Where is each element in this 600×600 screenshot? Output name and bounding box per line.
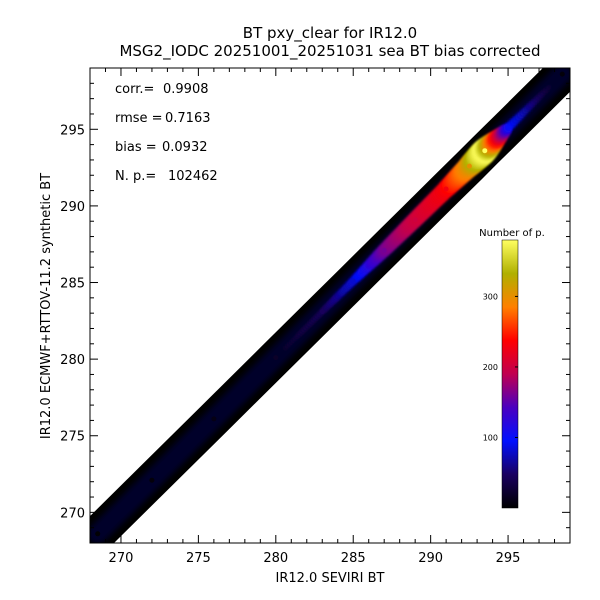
- y-tick-label: 295: [60, 123, 85, 138]
- colorbar-title: Number of p.: [479, 228, 545, 239]
- colorbar: Number of p. 100 200 300: [479, 228, 545, 509]
- y-tick-label: 285: [60, 277, 85, 292]
- stat-corr-label: corr.=: [115, 82, 154, 97]
- stat-corr-value: 0.9908: [163, 82, 209, 97]
- data-point: [381, 247, 387, 253]
- colorbar-ticks: 100 200 300: [483, 292, 518, 442]
- x-axis-label: IR12.0 SEVIRI BT: [276, 571, 385, 586]
- stat-rmse-value: 0.7163: [165, 111, 211, 126]
- stat-np-value: 102462: [168, 169, 218, 184]
- data-point: [559, 71, 565, 77]
- y-tick-label: 275: [60, 430, 85, 445]
- x-tick-label: 285: [341, 551, 366, 566]
- stat-np-label: N. p.=: [115, 169, 156, 184]
- data-point: [273, 355, 279, 361]
- colorbar-tick-label: 300: [483, 292, 498, 301]
- data-point: [443, 186, 449, 192]
- x-tick-label: 280: [263, 551, 288, 566]
- data-point: [149, 477, 155, 483]
- data-point: [319, 309, 325, 315]
- data-point: [95, 531, 101, 537]
- data-point: [505, 125, 511, 131]
- density-cell: [546, 84, 552, 91]
- colorbar-tick-label: 100: [483, 433, 498, 442]
- stat-rmse-label: rmse =: [115, 111, 163, 126]
- data-point: [482, 148, 488, 154]
- data-point: [412, 217, 418, 223]
- x-tick-label: 270: [109, 551, 134, 566]
- plot-frame: [89, 67, 571, 544]
- y-axis-label: IR12.0 ECMWF+RTTOV-11.2 synthetic BT: [39, 173, 54, 439]
- y-tick-label: 280: [60, 353, 85, 368]
- x-tick-label: 275: [186, 551, 211, 566]
- data-point: [211, 416, 217, 422]
- data-point: [466, 163, 472, 169]
- colorbar-tick-label: 200: [483, 363, 498, 372]
- stat-bias-value: 0.0932: [162, 140, 208, 155]
- y-tick-label: 290: [60, 200, 85, 215]
- stats-box: corr.= 0.9908 rmse = 0.7163 bias = 0.093…: [115, 82, 218, 184]
- data-point: [350, 278, 356, 284]
- chart-subtitle: MSG2_IODC 20251001_20251031 sea BT bias …: [119, 42, 540, 61]
- y-axis: 270 275 280 285 290 295: [60, 67, 570, 544]
- y-tick-label: 270: [60, 506, 85, 521]
- colorbar-gradient: [501, 239, 519, 509]
- density-cloud: [90, 68, 570, 543]
- x-axis: 270 275 280 285 290 295: [89, 68, 571, 566]
- x-tick-label: 290: [418, 551, 443, 566]
- x-tick-label: 295: [496, 551, 521, 566]
- chart-title: BT pxy_clear for IR12.0: [243, 24, 417, 43]
- stat-bias-label: bias =: [115, 140, 157, 155]
